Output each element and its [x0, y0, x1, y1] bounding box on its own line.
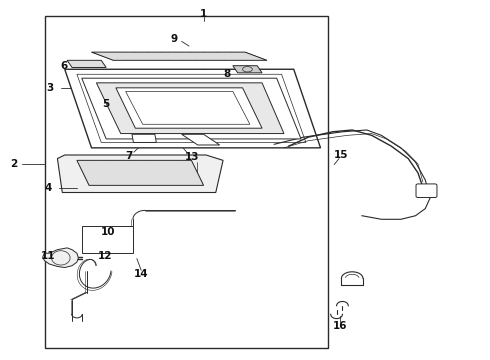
Polygon shape [65, 69, 320, 148]
Polygon shape [116, 88, 262, 128]
Polygon shape [67, 60, 106, 67]
Bar [45, 16, 328, 348]
Text: 9: 9 [171, 34, 178, 44]
Text: 7: 7 [125, 151, 133, 161]
Text: 11: 11 [41, 251, 55, 261]
Text: 13: 13 [185, 153, 199, 162]
Text: 2: 2 [10, 159, 17, 169]
Text: 14: 14 [134, 269, 148, 279]
Text: 15: 15 [334, 150, 348, 160]
Text: 4: 4 [45, 183, 52, 193]
Text: 1: 1 [200, 9, 207, 19]
Polygon shape [57, 155, 223, 193]
Polygon shape [125, 91, 250, 124]
Text: 3: 3 [47, 83, 54, 93]
Text: 5: 5 [102, 99, 110, 109]
Polygon shape [77, 74, 306, 143]
Polygon shape [97, 83, 284, 134]
Polygon shape [233, 66, 262, 73]
Polygon shape [132, 134, 156, 143]
Polygon shape [82, 78, 301, 139]
Text: 8: 8 [223, 68, 231, 78]
Text: 12: 12 [98, 251, 112, 261]
FancyBboxPatch shape [416, 184, 437, 198]
Text: 10: 10 [100, 227, 115, 237]
Text: 16: 16 [333, 321, 347, 332]
Polygon shape [182, 134, 220, 145]
Polygon shape [77, 160, 203, 185]
Bar [82, 226, 133, 253]
Polygon shape [92, 52, 267, 60]
Polygon shape [43, 248, 78, 267]
Text: 6: 6 [60, 62, 68, 71]
